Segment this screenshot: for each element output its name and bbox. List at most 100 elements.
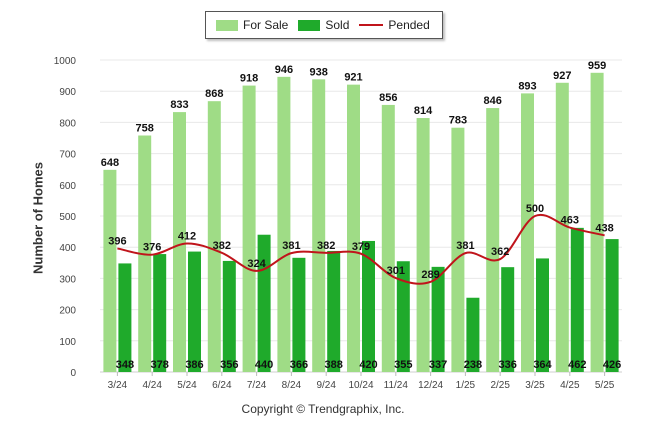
for-sale-bar [416,118,430,372]
for-sale-bar [277,76,291,373]
sold-bar [292,257,306,372]
for-sale-value-label: 758 [136,123,154,135]
x-tick-label: 6/24 [212,380,232,391]
y-tick-label: 200 [59,306,76,317]
for-sale-bar [521,93,534,372]
legend-item-sold[interactable]: Sold [298,18,349,32]
pended-value-label: 324 [247,258,266,270]
sold-bar [222,260,236,372]
for-sale-value-label: 856 [379,92,397,104]
sold-value-label: 355 [394,359,412,371]
x-tick-label: 8/24 [282,380,302,391]
copyright-footer: Copyright © Trendgraphix, Inc. [241,402,405,416]
x-tick-label: 5/24 [177,380,197,391]
sold-value-label: 388 [325,359,343,371]
sold-bar [327,250,341,372]
pended-value-label: 381 [282,240,300,252]
sold-bar [396,261,410,372]
x-tick-label: 10/24 [348,380,373,391]
pended-value-label: 301 [387,265,405,277]
pended-value-label: 376 [143,242,161,254]
for-sale-swatch-icon [216,19,238,31]
legend-item-for-sale[interactable]: For Sale [216,18,288,32]
pended-value-label: 463 [561,215,579,227]
y-tick-label: 100 [59,337,76,348]
sold-bar [362,240,375,372]
for-sale-value-label: 814 [414,105,433,117]
pended-value-label: 381 [456,240,474,252]
sold-value-label: 462 [568,359,586,371]
for-sale-value-label: 783 [449,115,467,127]
sold-bar [257,234,271,372]
for-sale-value-label: 833 [170,99,188,111]
pended-value-label: 289 [421,269,439,281]
pended-value-label: 500 [526,203,544,215]
y-tick-label: 1000 [54,56,77,67]
sold-value-label: 378 [151,359,169,371]
for-sale-bar [207,101,221,373]
sold-bar [501,267,515,372]
y-tick-label: 700 [59,150,76,161]
sold-bar [466,297,480,372]
x-tick-label: 3/24 [108,380,128,391]
sold-value-label: 420 [359,359,377,371]
for-sale-value-label: 868 [205,88,223,100]
legend-item-pended[interactable]: Pended [359,18,430,32]
for-sale-value-label: 648 [101,157,119,169]
for-sale-value-label: 938 [310,66,328,78]
x-tick-label: 3/25 [525,380,545,391]
for-sale-bar [242,85,256,373]
sold-value-label: 336 [499,359,517,371]
sold-value-label: 348 [116,359,134,371]
for-sale-bar [173,112,186,372]
for-sale-value-label: 959 [588,60,606,72]
pended-value-label: 438 [595,222,613,234]
y-tick-label: 800 [59,118,76,129]
x-tick-label: 12/24 [418,380,443,391]
sold-value-label: 366 [290,359,308,371]
x-tick-label: 11/24 [384,380,409,391]
for-sale-bar [590,72,604,373]
pended-value-label: 396 [108,235,126,247]
y-tick-label: 500 [59,212,76,223]
legend: For Sale Sold Pended [205,11,443,39]
y-tick-label: 300 [59,274,76,285]
for-sale-value-label: 918 [240,73,258,85]
x-tick-label: 2/25 [490,380,510,391]
sold-value-label: 238 [464,359,482,371]
pended-value-label: 382 [317,240,335,252]
pended-value-label: 379 [352,241,370,253]
for-sale-value-label: 927 [553,70,571,82]
sold-bar [570,227,584,372]
x-tick-label: 9/24 [316,380,336,391]
legend-label-for-sale: For Sale [243,18,289,32]
for-sale-value-label: 846 [484,95,502,107]
sold-bar [536,258,549,372]
pended-value-label: 362 [491,246,509,258]
sold-swatch-icon [298,19,321,31]
sold-value-label: 364 [533,359,552,371]
for-sale-value-label: 893 [518,80,536,92]
sold-value-label: 356 [220,359,238,371]
for-sale-bar [381,104,395,372]
for-sale-bar [103,169,117,372]
sold-bar [605,239,619,372]
sold-bar [118,263,132,372]
x-tick-label: 4/25 [560,380,580,391]
for-sale-bar [347,84,360,372]
pended-line-swatch-icon [359,24,384,26]
for-sale-bar [486,108,500,372]
x-tick-label: 1/25 [456,380,476,391]
y-tick-label: 400 [59,243,76,254]
y-tick-label: 900 [59,87,76,98]
pended-value-label: 412 [178,230,196,242]
x-tick-label: 7/24 [247,380,267,391]
y-tick-label: 600 [59,181,76,192]
x-tick-label: 5/25 [595,380,615,391]
x-tick-label: 4/24 [142,380,162,391]
pended-line [117,213,605,285]
legend-label-pended: Pended [388,18,430,32]
for-sale-value-label: 946 [275,64,293,76]
sold-value-label: 337 [429,359,447,371]
